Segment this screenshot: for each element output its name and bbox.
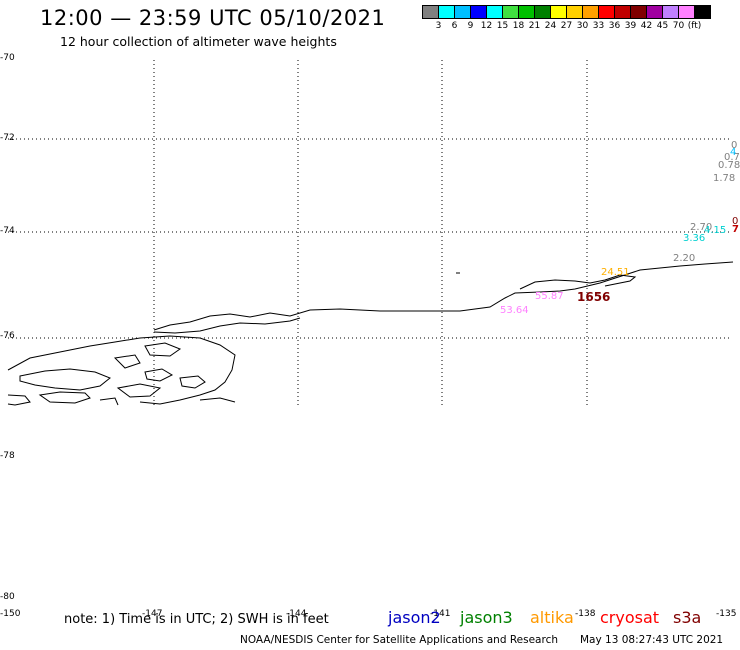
note-text: note: 1) Time is in UTC; 2) SWH is in fe… <box>64 612 329 627</box>
x-tick-label: -141 <box>430 609 451 619</box>
color-scale-swatch <box>486 5 503 19</box>
color-scale-swatch <box>534 5 551 19</box>
y-tick-label: -78 <box>0 451 15 461</box>
wave-height-label: 0 <box>732 216 739 227</box>
x-tick-label: -150 <box>0 609 21 619</box>
color-scale-label: 36 <box>608 21 621 31</box>
wave-height-label: 2.70 <box>690 222 713 233</box>
wave-height-label: 4.15 <box>704 225 727 236</box>
color-scale-label: 24 <box>544 21 557 31</box>
wave-height-label: 24.51 <box>601 267 630 278</box>
color-scale-swatch <box>454 5 471 19</box>
color-scale-swatch <box>582 5 599 19</box>
legend-jason3: jason3 <box>460 608 513 627</box>
y-tick-label: -76 <box>0 331 15 341</box>
y-tick-label: -72 <box>0 133 15 143</box>
wave-height-label: 0 <box>731 140 738 151</box>
y-tick-label: -80 <box>0 592 15 602</box>
color-scale-swatch <box>662 5 679 19</box>
color-scale-swatch <box>630 5 647 19</box>
color-scale-swatch <box>614 5 631 19</box>
x-tick-label: -135 <box>716 609 737 619</box>
color-scale-swatch <box>502 5 519 19</box>
legend-cryosat: cryosat <box>600 608 660 627</box>
color-scale-label: 70 <box>672 21 685 31</box>
y-tick-label: -70 <box>0 53 15 63</box>
wave-height-label: 55.87 <box>535 291 564 302</box>
x-tick-label: -147 <box>142 609 163 619</box>
color-scale-label: 39 <box>624 21 637 31</box>
legend-s3a: s3a <box>673 608 702 627</box>
color-scale-label: 12 <box>480 21 493 31</box>
color-scale-swatch <box>598 5 615 19</box>
color-scale-label: 42 <box>640 21 653 31</box>
x-tick-label: -138 <box>575 609 596 619</box>
wave-height-label: 1656 <box>577 290 611 304</box>
color-scale-swatch <box>518 5 535 19</box>
color-scale-swatch <box>566 5 583 19</box>
wave-height-label: 3.36 <box>683 233 706 244</box>
color-scale-labels: 3 6 9 12 15 18 21 24 27 30 33 36 39 42 45 70 (ft) <box>422 21 740 33</box>
color-scale-label: 45 <box>656 21 669 31</box>
y-tick-label: -74 <box>0 226 15 236</box>
map-title: 12:00 — 23:59 UTC 05/10/2021 <box>40 6 386 30</box>
wave-height-label: 0.7 <box>724 152 740 163</box>
color-scale-bar <box>422 5 711 19</box>
color-scale-label: 15 <box>496 21 509 31</box>
wave-height-label: 0.78 <box>718 160 740 171</box>
color-scale-swatch <box>470 5 487 19</box>
wave-height-label: 53.64 <box>500 305 529 316</box>
color-scale-swatch <box>550 5 567 19</box>
color-scale-swatch <box>646 5 663 19</box>
color-scale-label: (ft) <box>687 21 702 31</box>
color-scale-label: 9 <box>467 21 474 31</box>
color-scale-swatch <box>422 5 439 19</box>
color-scale-label: 27 <box>560 21 573 31</box>
timestamp-text: May 13 08:27:43 UTC 2021 <box>580 634 724 646</box>
color-scale-label: 33 <box>592 21 605 31</box>
wave-height-label: 4 <box>730 147 737 158</box>
color-scale-label: 18 <box>512 21 525 31</box>
color-scale-swatch <box>438 5 455 19</box>
color-scale-label: 21 <box>528 21 541 31</box>
legend-altika: altika <box>530 608 574 627</box>
color-scale-label: 6 <box>451 21 458 31</box>
legend-jason2: jason2 <box>388 608 441 627</box>
credit-text: NOAA/NESDIS Center for Satellite Applica… <box>240 634 558 646</box>
wave-height-label: 7 <box>732 224 739 235</box>
color-scale-label: 3 <box>435 21 442 31</box>
wave-height-label: 2.20 <box>673 253 696 264</box>
color-scale-swatch <box>694 5 711 19</box>
x-tick-label: -144 <box>286 609 307 619</box>
coastline <box>7 261 734 406</box>
map-subtitle: 12 hour collection of altimeter wave hei… <box>60 34 337 49</box>
grid <box>8 60 732 408</box>
color-scale-swatch <box>678 5 695 19</box>
color-scale-label: 30 <box>576 21 589 31</box>
wave-height-label: 1.78 <box>713 173 736 184</box>
